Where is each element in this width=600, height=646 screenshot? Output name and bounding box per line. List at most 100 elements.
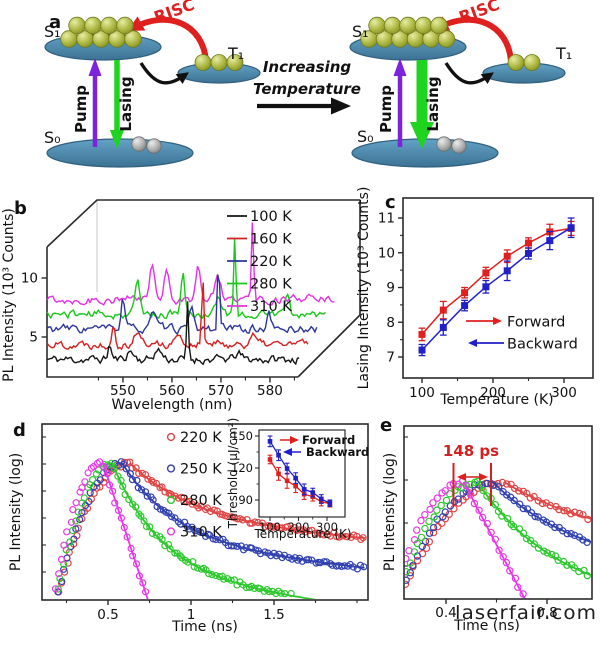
panel-b-legend: 100 K 160 K 220 K 280 K 310 K bbox=[227, 209, 292, 315]
data-point bbox=[526, 494, 535, 502]
t1-label-left: T₁ bbox=[227, 44, 244, 63]
data-point bbox=[575, 567, 583, 576]
tick-label: 550 bbox=[110, 383, 136, 399]
data-point bbox=[516, 500, 524, 508]
exciton-ball bbox=[100, 16, 118, 35]
exciton-ball bbox=[116, 16, 134, 35]
lasing-label-right: Lasing bbox=[424, 76, 442, 131]
data-point bbox=[67, 542, 75, 551]
data-point bbox=[538, 499, 547, 508]
data-point bbox=[152, 531, 160, 539]
panel-e-xlabel: Time (ns) bbox=[453, 618, 520, 634]
data-point bbox=[467, 491, 475, 499]
inset-legend: Forward Backward bbox=[280, 433, 369, 459]
data-point bbox=[413, 526, 421, 534]
inset-point-Backward bbox=[310, 490, 316, 495]
data-point bbox=[139, 579, 147, 587]
data-point bbox=[92, 470, 101, 478]
data-point bbox=[95, 458, 104, 466]
spectrum-220K bbox=[46, 274, 318, 336]
data-point bbox=[475, 506, 483, 514]
data-point-Backward bbox=[525, 249, 532, 257]
data-point bbox=[571, 508, 579, 516]
data-point bbox=[252, 546, 260, 554]
data-point bbox=[430, 513, 438, 521]
data-point bbox=[530, 492, 538, 501]
data-point bbox=[349, 563, 357, 571]
data-point bbox=[132, 503, 140, 511]
data-point bbox=[405, 547, 413, 555]
data-point bbox=[85, 498, 93, 506]
ground-ball bbox=[131, 136, 147, 152]
exciton-ball bbox=[383, 16, 402, 35]
tick-label: 1 bbox=[187, 607, 196, 623]
data-point bbox=[417, 516, 425, 525]
data-point bbox=[60, 565, 68, 573]
data-point bbox=[503, 514, 512, 523]
exciton-ball bbox=[68, 16, 86, 35]
data-point bbox=[320, 531, 328, 539]
data-point bbox=[462, 482, 471, 490]
data-point bbox=[523, 489, 531, 498]
data-point bbox=[563, 529, 571, 538]
tick-label: 560 bbox=[159, 383, 185, 399]
inset-legend-forward: Forward bbox=[302, 433, 355, 447]
fit-line-zoom-280K bbox=[476, 481, 591, 577]
pump-label-left: Pump bbox=[72, 85, 90, 133]
data-point bbox=[519, 504, 528, 513]
data-point-Backward bbox=[546, 237, 554, 245]
legend-label-forward: Forward bbox=[507, 315, 565, 331]
data-point bbox=[511, 574, 520, 583]
data-point bbox=[495, 546, 503, 555]
data-point bbox=[410, 536, 419, 544]
data-point bbox=[406, 572, 414, 580]
data-point bbox=[64, 559, 72, 567]
data-point bbox=[406, 559, 415, 567]
data-point bbox=[421, 511, 429, 519]
legend-label-220k-decay: 220 K bbox=[180, 430, 222, 446]
data-point bbox=[120, 523, 128, 532]
inset-ylabel: Threshold (μJ/cm²) bbox=[226, 418, 240, 530]
data-point bbox=[205, 570, 213, 578]
panel-c-ylabel: Lasing Intensity (10³ Counts) bbox=[356, 187, 372, 390]
data-point bbox=[422, 544, 431, 553]
panel-b-ylabel: PL Intensity (10³ Counts) bbox=[1, 208, 17, 382]
data-point bbox=[502, 558, 511, 567]
data-point bbox=[216, 536, 224, 544]
data-point bbox=[168, 513, 176, 521]
data-point bbox=[555, 505, 563, 514]
data-point bbox=[148, 529, 156, 538]
panel-b-waterfall-chart: 550 560 570 580 5 10 b Wavelength (nm) PL Int… bbox=[1, 198, 361, 413]
data-point bbox=[233, 542, 241, 551]
data-point bbox=[429, 528, 438, 537]
data-point bbox=[567, 530, 575, 538]
data-point bbox=[206, 531, 214, 539]
transition-text-line2: Temperature bbox=[253, 80, 361, 98]
data-point bbox=[100, 462, 108, 471]
ground-ball bbox=[436, 136, 452, 152]
data-point bbox=[579, 511, 587, 519]
risc-arrow bbox=[432, 16, 514, 62]
data-point bbox=[305, 527, 313, 535]
tick-label: 8 bbox=[386, 315, 395, 331]
data-point bbox=[233, 515, 242, 523]
data-point bbox=[527, 509, 536, 517]
legend-label-100k: 100 K bbox=[250, 209, 292, 225]
s1-label-left: S₁ bbox=[44, 22, 61, 41]
state-disk bbox=[351, 138, 499, 168]
data-point bbox=[519, 529, 528, 537]
exciton-ball bbox=[507, 54, 525, 71]
data-point bbox=[122, 465, 130, 473]
data-point bbox=[54, 585, 62, 593]
data-point bbox=[265, 587, 273, 596]
data-point bbox=[417, 533, 426, 542]
panel-b-xlabel: Wavelength (nm) bbox=[112, 397, 233, 413]
data-point bbox=[141, 488, 150, 496]
tick-label: 300 bbox=[551, 385, 577, 401]
panel-e-box bbox=[403, 425, 593, 600]
data-point bbox=[498, 478, 507, 487]
inset-plot-area: 100 200 300 90 120 150 bbox=[231, 429, 346, 534]
data-point bbox=[277, 589, 285, 597]
exciton-ball bbox=[523, 54, 541, 71]
data-point bbox=[287, 589, 295, 598]
